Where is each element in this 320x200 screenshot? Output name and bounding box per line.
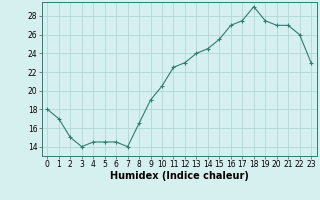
X-axis label: Humidex (Indice chaleur): Humidex (Indice chaleur) — [110, 171, 249, 181]
